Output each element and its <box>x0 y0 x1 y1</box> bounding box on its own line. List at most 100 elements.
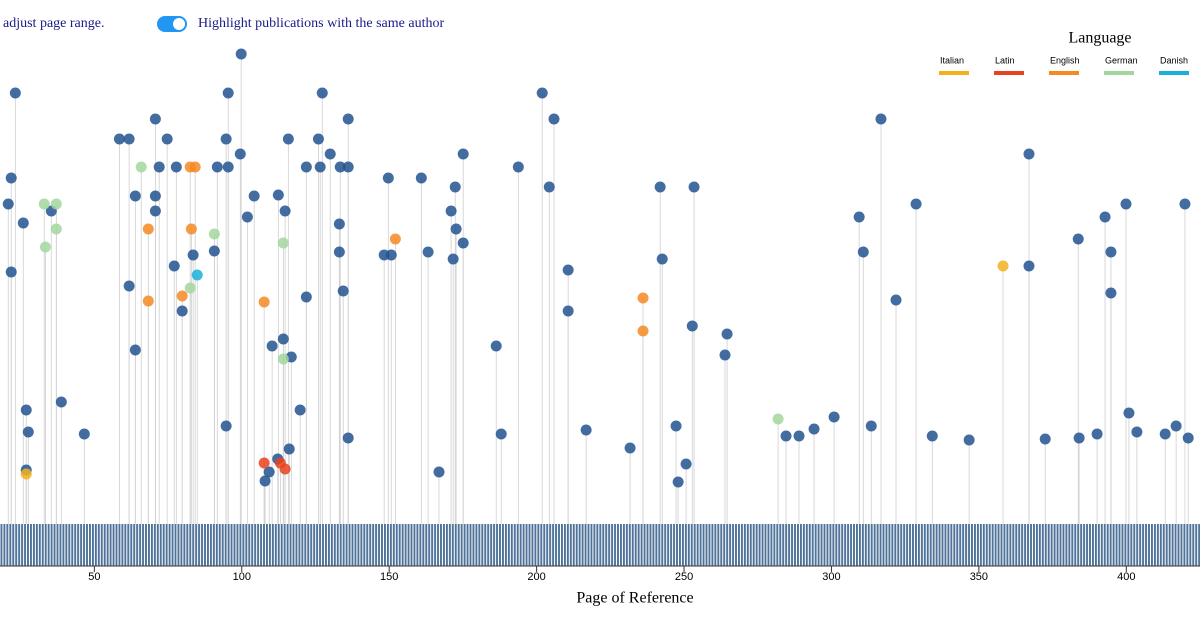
point[interactable] <box>300 161 312 173</box>
point[interactable] <box>719 349 731 361</box>
point[interactable] <box>910 198 922 210</box>
point[interactable] <box>222 87 234 99</box>
point[interactable] <box>680 458 692 470</box>
point[interactable] <box>1023 260 1035 272</box>
point[interactable] <box>324 148 336 160</box>
point[interactable] <box>222 161 234 173</box>
toggle-knob[interactable] <box>173 18 185 30</box>
point[interactable] <box>189 161 201 173</box>
point[interactable] <box>277 333 289 345</box>
point[interactable] <box>721 328 733 340</box>
point[interactable] <box>185 223 197 235</box>
point[interactable] <box>793 430 805 442</box>
point[interactable] <box>161 133 173 145</box>
point[interactable] <box>1170 420 1182 432</box>
point[interactable] <box>536 87 548 99</box>
point[interactable] <box>17 217 29 229</box>
point[interactable] <box>277 353 289 365</box>
point[interactable] <box>334 161 346 173</box>
point[interactable] <box>263 466 275 478</box>
point[interactable] <box>282 133 294 145</box>
point[interactable] <box>5 172 17 184</box>
point[interactable] <box>20 468 32 480</box>
point[interactable] <box>241 211 253 223</box>
point[interactable] <box>170 161 182 173</box>
point[interactable] <box>235 48 247 60</box>
point[interactable] <box>337 285 349 297</box>
point[interactable] <box>433 466 445 478</box>
point[interactable] <box>316 87 328 99</box>
point[interactable] <box>457 237 469 249</box>
point[interactable] <box>853 211 865 223</box>
point[interactable] <box>142 223 154 235</box>
point[interactable] <box>490 340 502 352</box>
point[interactable] <box>314 161 326 173</box>
point[interactable] <box>624 442 636 454</box>
point[interactable] <box>450 223 462 235</box>
point[interactable] <box>149 190 161 202</box>
point[interactable] <box>865 420 877 432</box>
point[interactable] <box>543 181 555 193</box>
point[interactable] <box>1091 428 1103 440</box>
point[interactable] <box>686 320 698 332</box>
point[interactable] <box>149 113 161 125</box>
point[interactable] <box>926 430 938 442</box>
toggle-label[interactable]: Highlight publications with the same aut… <box>198 16 444 31</box>
point[interactable] <box>312 133 324 145</box>
point[interactable] <box>123 133 135 145</box>
point[interactable] <box>890 294 902 306</box>
point[interactable] <box>1105 246 1117 258</box>
point[interactable] <box>1023 148 1035 160</box>
point[interactable] <box>1073 432 1085 444</box>
point[interactable] <box>495 428 507 440</box>
point[interactable] <box>828 411 840 423</box>
point[interactable] <box>234 148 246 160</box>
point[interactable] <box>672 476 684 488</box>
point[interactable] <box>272 189 284 201</box>
point[interactable] <box>5 266 17 278</box>
point[interactable] <box>123 280 135 292</box>
point[interactable] <box>38 198 50 210</box>
point[interactable] <box>656 253 668 265</box>
point[interactable] <box>637 325 649 337</box>
point[interactable] <box>277 237 289 249</box>
point[interactable] <box>1123 407 1135 419</box>
point[interactable] <box>772 413 784 425</box>
point[interactable] <box>780 430 792 442</box>
point[interactable] <box>129 344 141 356</box>
point[interactable] <box>342 432 354 444</box>
point[interactable] <box>279 205 291 217</box>
point[interactable] <box>580 424 592 436</box>
point[interactable] <box>258 296 270 308</box>
point[interactable] <box>142 295 154 307</box>
point[interactable] <box>208 228 220 240</box>
point[interactable] <box>1105 287 1117 299</box>
point[interactable] <box>2 198 14 210</box>
point[interactable] <box>78 428 90 440</box>
point[interactable] <box>176 290 188 302</box>
point[interactable] <box>997 260 1009 272</box>
point[interactable] <box>22 426 34 438</box>
point[interactable] <box>9 87 21 99</box>
point[interactable] <box>135 161 147 173</box>
point[interactable] <box>637 292 649 304</box>
point[interactable] <box>342 113 354 125</box>
point[interactable] <box>415 172 427 184</box>
point[interactable] <box>422 246 434 258</box>
point[interactable] <box>445 205 457 217</box>
point[interactable] <box>149 205 161 217</box>
point[interactable] <box>342 161 354 173</box>
point[interactable] <box>562 264 574 276</box>
point[interactable] <box>258 457 270 469</box>
page-strip[interactable] <box>0 524 1200 566</box>
toggle[interactable] <box>157 16 187 32</box>
point[interactable] <box>670 420 682 432</box>
point[interactable] <box>449 181 461 193</box>
point[interactable] <box>548 113 560 125</box>
point[interactable] <box>266 340 278 352</box>
point[interactable] <box>1039 433 1051 445</box>
point[interactable] <box>20 404 32 416</box>
point[interactable] <box>300 291 312 303</box>
point[interactable] <box>1099 211 1111 223</box>
point[interactable] <box>808 423 820 435</box>
